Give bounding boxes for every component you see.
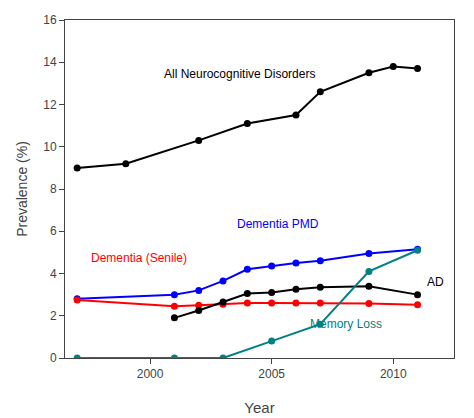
svg-text:Memory Loss: Memory Loss xyxy=(310,317,382,331)
svg-text:16: 16 xyxy=(43,13,57,27)
svg-text:All Neurocognitive Disorders: All Neurocognitive Disorders xyxy=(164,67,315,81)
svg-text:4: 4 xyxy=(50,267,57,281)
svg-text:Dementia PMD: Dementia PMD xyxy=(237,217,319,231)
svg-text:Prevalence (%): Prevalence (%) xyxy=(14,141,30,237)
svg-text:8: 8 xyxy=(50,182,57,196)
svg-text:14: 14 xyxy=(43,55,57,69)
svg-text:2000: 2000 xyxy=(137,367,164,381)
svg-text:AD: AD xyxy=(427,275,444,289)
svg-text:Dementia (Senile): Dementia (Senile) xyxy=(91,251,187,265)
svg-text:2010: 2010 xyxy=(380,367,407,381)
svg-text:10: 10 xyxy=(43,140,57,154)
svg-text:6: 6 xyxy=(50,224,57,238)
svg-text:2: 2 xyxy=(50,309,57,323)
svg-text:0: 0 xyxy=(50,351,57,365)
svg-text:Year: Year xyxy=(244,399,274,416)
svg-text:12: 12 xyxy=(43,98,57,112)
svg-text:2005: 2005 xyxy=(258,367,285,381)
